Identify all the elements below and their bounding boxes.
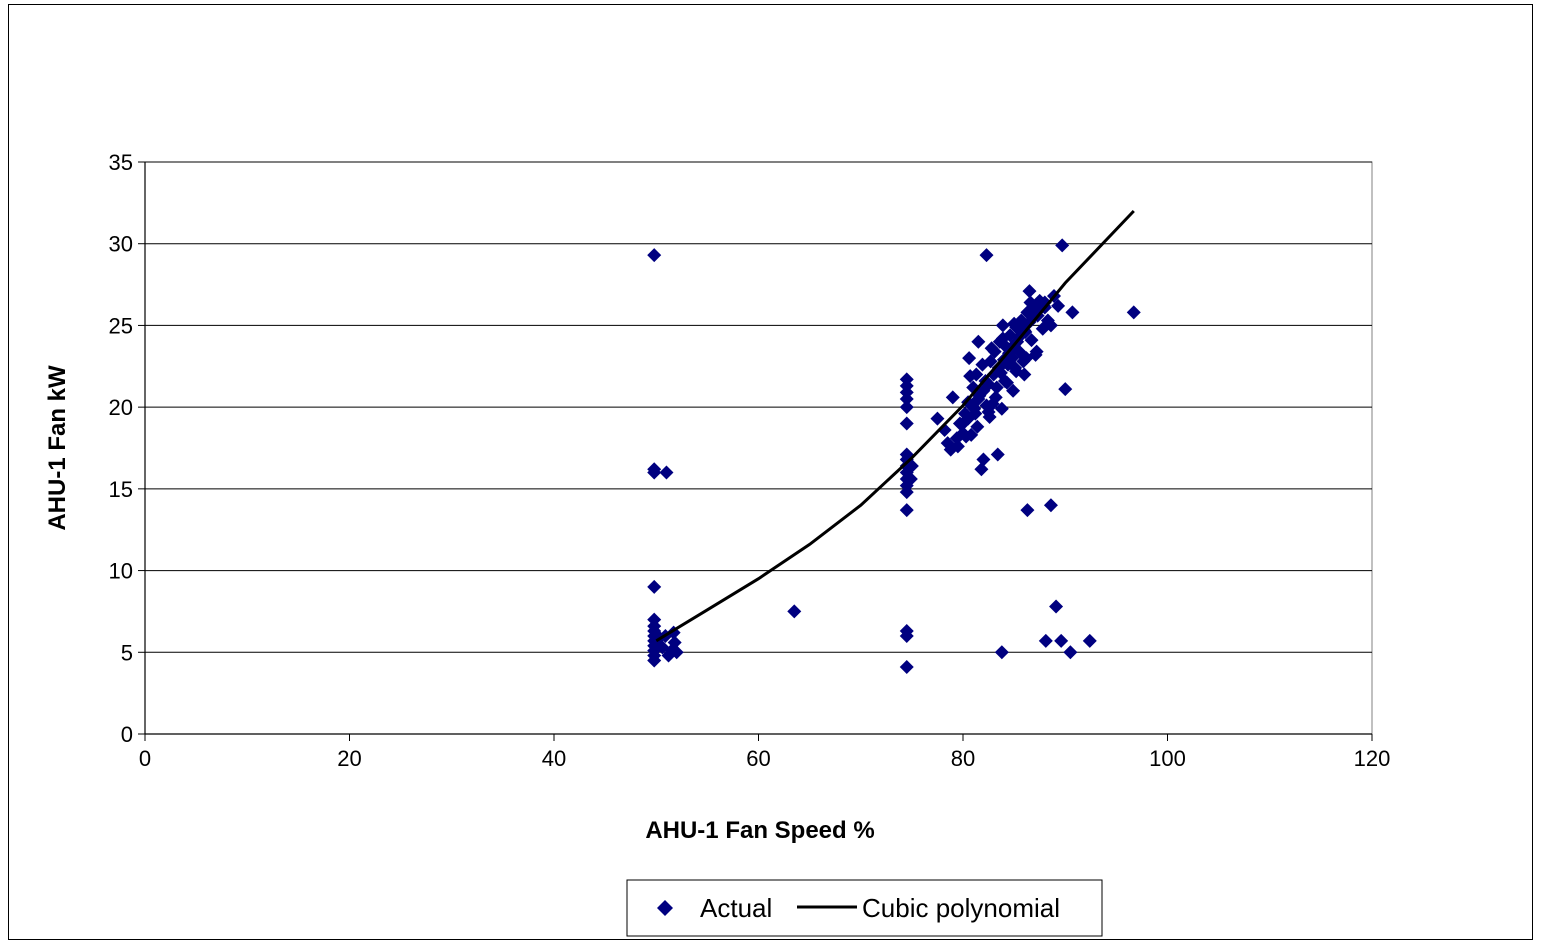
data-point — [1009, 320, 1024, 335]
y-tick-label: 30 — [109, 232, 133, 257]
data-point — [899, 400, 914, 415]
chart-frame — [8, 4, 1533, 940]
y-tick-label: 0 — [121, 722, 133, 747]
data-point — [1063, 645, 1078, 660]
data-point — [899, 485, 914, 500]
data-point — [1058, 382, 1073, 397]
data-point — [899, 391, 914, 406]
data-point — [930, 411, 945, 426]
data-point — [950, 439, 965, 454]
y-tick-label: 15 — [109, 477, 133, 502]
plot-area — [144, 161, 1373, 735]
cubic-polynomial-line — [655, 209, 1135, 643]
data-point — [999, 375, 1014, 390]
data-point — [994, 645, 1009, 660]
data-point — [1049, 599, 1064, 614]
data-point — [1022, 284, 1037, 299]
data-point — [1017, 367, 1032, 382]
legend-box — [626, 879, 1103, 937]
data-point — [962, 351, 977, 366]
data-point — [959, 429, 974, 444]
data-point — [976, 452, 991, 467]
data-point — [945, 390, 960, 405]
x-tick-label: 0 — [139, 746, 151, 771]
data-point — [971, 334, 986, 349]
y-tick-label: 10 — [109, 559, 133, 584]
data-point — [1020, 503, 1035, 518]
x-tick-label: 40 — [542, 746, 566, 771]
data-point — [1029, 344, 1044, 359]
data-point — [1055, 238, 1070, 253]
data-point — [899, 659, 914, 674]
data-point — [647, 465, 662, 480]
data-point — [995, 318, 1010, 333]
data-point — [982, 409, 997, 424]
data-point — [1051, 298, 1066, 313]
data-point — [647, 653, 662, 668]
data-point — [979, 398, 994, 413]
data-point — [995, 331, 1010, 346]
data-point — [1023, 295, 1038, 310]
data-point — [975, 357, 990, 372]
legend-actual-marker — [657, 900, 673, 916]
data-point — [1019, 351, 1034, 366]
x-tick-label: 120 — [1354, 746, 1391, 771]
legend: Actual Cubic polynomial — [626, 879, 1103, 937]
data-point — [1024, 333, 1039, 348]
data-point — [963, 369, 978, 384]
data-layer — [647, 209, 1141, 674]
grid-layer — [145, 161, 1372, 653]
data-point — [994, 401, 1009, 416]
data-point — [647, 248, 662, 263]
y-tick-label: 5 — [121, 640, 133, 665]
x-tick-label: 100 — [1149, 746, 1186, 771]
data-point — [1043, 318, 1058, 333]
y-axis-title: AHU-1 Fan kW — [44, 365, 71, 531]
data-point — [988, 390, 1003, 405]
data-point — [667, 635, 682, 650]
x-tick-label: 60 — [746, 746, 770, 771]
data-point — [669, 645, 684, 660]
x-tick-label: 20 — [337, 746, 361, 771]
data-point — [1036, 298, 1051, 313]
data-point — [1126, 305, 1141, 320]
data-point — [1038, 633, 1053, 648]
y-tick-label: 25 — [109, 313, 133, 338]
x-axis-title: AHU-1 Fan Speed % — [645, 817, 874, 844]
legend-actual-label: Actual — [700, 893, 772, 923]
data-point — [787, 604, 802, 619]
data-point — [903, 472, 918, 487]
data-point — [1065, 305, 1080, 320]
data-point — [1082, 633, 1097, 648]
y-tick-label: 35 — [109, 150, 133, 175]
y-tick-label: 20 — [109, 395, 133, 420]
data-point — [647, 579, 662, 594]
data-point — [899, 416, 914, 431]
data-point — [1054, 633, 1069, 648]
data-point — [984, 341, 999, 356]
data-point — [1043, 498, 1058, 513]
data-point — [899, 628, 914, 643]
data-point — [979, 248, 994, 263]
data-point — [1006, 383, 1021, 398]
x-tick-label: 80 — [951, 746, 975, 771]
data-point — [899, 503, 914, 518]
data-point — [974, 462, 989, 477]
axis-layer: 0 5 10 15 20 25 30 35 0 20 40 60 80 100 120 — [109, 150, 1391, 771]
data-point — [990, 447, 1005, 462]
data-point — [968, 406, 983, 421]
data-point — [970, 419, 985, 434]
legend-cubic-label: Cubic polynomial — [862, 893, 1060, 923]
data-point — [659, 465, 674, 480]
